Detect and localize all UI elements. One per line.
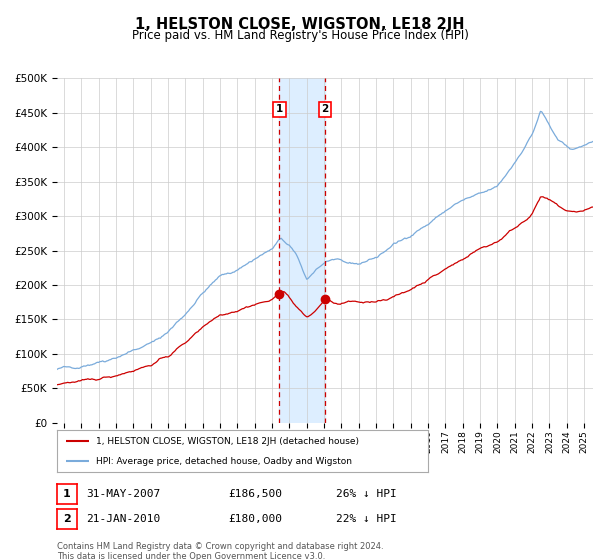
Text: 2: 2: [322, 104, 329, 114]
Text: Price paid vs. HM Land Registry's House Price Index (HPI): Price paid vs. HM Land Registry's House …: [131, 29, 469, 41]
Text: £180,000: £180,000: [228, 514, 282, 524]
Text: 1, HELSTON CLOSE, WIGSTON, LE18 2JH: 1, HELSTON CLOSE, WIGSTON, LE18 2JH: [135, 17, 465, 32]
Text: 1, HELSTON CLOSE, WIGSTON, LE18 2JH (detached house): 1, HELSTON CLOSE, WIGSTON, LE18 2JH (det…: [96, 437, 359, 446]
Text: HPI: Average price, detached house, Oadby and Wigston: HPI: Average price, detached house, Oadb…: [96, 456, 352, 465]
Text: £186,500: £186,500: [228, 489, 282, 499]
Text: 26% ↓ HPI: 26% ↓ HPI: [336, 489, 397, 499]
Text: 1: 1: [63, 489, 71, 499]
Text: 31-MAY-2007: 31-MAY-2007: [86, 489, 160, 499]
Text: 22% ↓ HPI: 22% ↓ HPI: [336, 514, 397, 524]
Text: 21-JAN-2010: 21-JAN-2010: [86, 514, 160, 524]
Text: 1: 1: [275, 104, 283, 114]
Bar: [279, 78, 325, 423]
Text: Contains HM Land Registry data © Crown copyright and database right 2024.
This d: Contains HM Land Registry data © Crown c…: [57, 542, 383, 560]
Text: 2: 2: [63, 514, 71, 524]
